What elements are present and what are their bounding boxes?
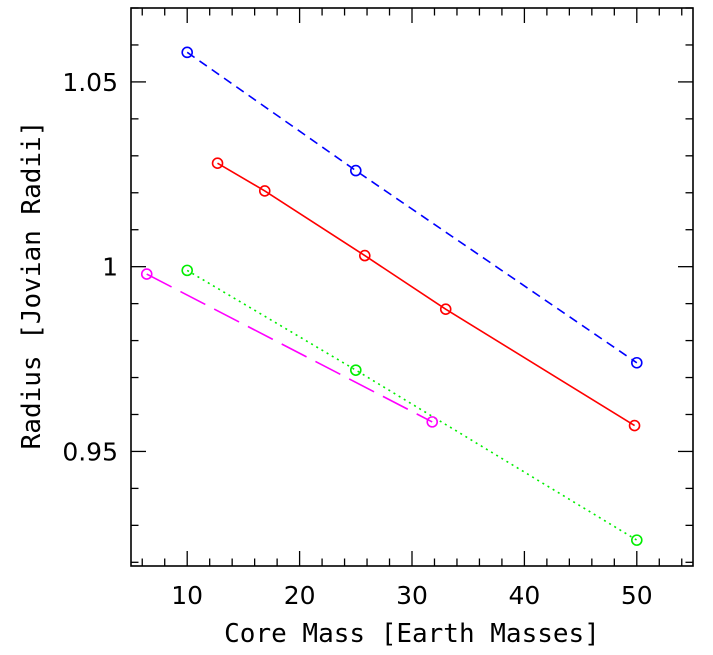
x-tick-label: 30 (396, 581, 428, 610)
plot-frame (130, 7, 694, 567)
x-tick-label: 20 (284, 581, 316, 610)
data-point (258, 185, 271, 197)
data-point (349, 364, 362, 376)
y-tick-label: 1.05 (62, 68, 118, 97)
data-point (211, 157, 224, 170)
series-line (217, 162, 636, 427)
series-line (186, 51, 638, 364)
data-point (358, 249, 371, 262)
series-layer (140, 46, 643, 546)
y-tick-label: 1 (102, 253, 118, 282)
data-point (630, 356, 643, 369)
data-point (140, 268, 153, 280)
data-point (426, 416, 439, 428)
x-tick-label: 10 (171, 581, 203, 610)
data-point (349, 164, 362, 177)
data-point (628, 419, 641, 432)
series-1 (181, 46, 643, 369)
series-4 (140, 268, 439, 428)
tick-labels: 10 20 30 40 50 0.95 1 1.05 (62, 68, 652, 610)
data-point (181, 46, 193, 59)
series-2 (211, 157, 641, 432)
series-line (186, 269, 638, 541)
y-tick-label: 0.95 (62, 437, 118, 466)
x-tick-label: 50 (621, 581, 653, 610)
x-axis-title: Core Mass [Earth Masses] (224, 619, 600, 649)
x-tick-label: 40 (508, 581, 540, 610)
data-point (181, 264, 193, 277)
y-axis-title: Radius [Jovian Radii] (17, 121, 47, 450)
data-point (630, 534, 643, 546)
series-3 (181, 264, 643, 546)
data-point (439, 303, 452, 315)
series-line (146, 273, 433, 423)
axis-ticks (131, 7, 693, 566)
